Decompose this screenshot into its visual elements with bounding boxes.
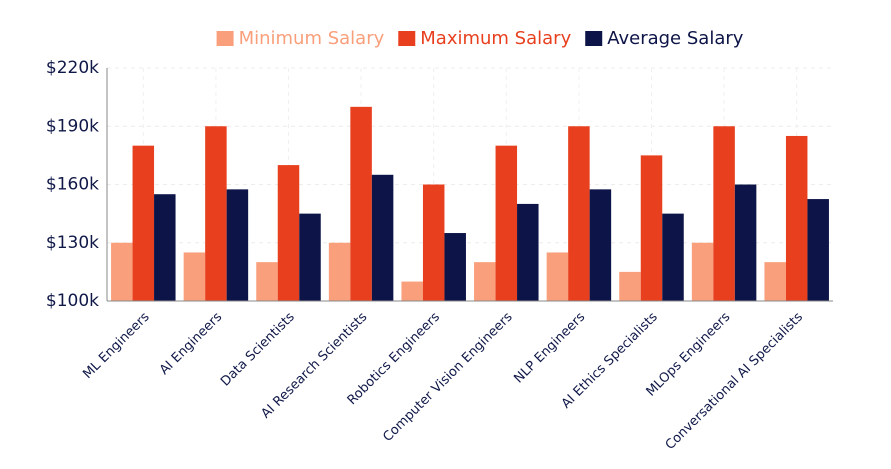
bar: [474, 262, 496, 301]
bar: [226, 189, 249, 301]
x-tick-label: Computer Vision Engineers: [380, 310, 515, 445]
bar: [183, 252, 206, 301]
legend-label: Minimum Salary: [239, 28, 385, 49]
x-tick-label: ML Engineers: [80, 310, 152, 382]
bar: [111, 242, 133, 301]
legend-swatch: [585, 31, 603, 46]
bar: [589, 189, 612, 301]
y-tick-label: $100k: [46, 291, 99, 311]
y-tick-label: $160k: [46, 175, 99, 195]
bar: [256, 262, 278, 301]
y-tick-label: $220k: [46, 58, 99, 78]
bar: [132, 145, 155, 301]
legend-label: Average Salary: [607, 28, 744, 49]
x-tick-label: AI Engineers: [157, 310, 225, 378]
bar: [517, 203, 539, 301]
y-tick-label: $130k: [46, 233, 99, 253]
bar: [546, 252, 569, 301]
bar: [299, 213, 321, 301]
bar: [785, 135, 808, 301]
y-tick-label: $190k: [46, 116, 99, 136]
x-tick-label: Data Scientists: [218, 310, 298, 390]
bar: [371, 174, 394, 301]
bar: [764, 262, 786, 301]
bar: [691, 242, 714, 301]
bar: [205, 126, 227, 301]
bar: [568, 126, 590, 301]
x-tick-label: NLP Engineers: [511, 310, 588, 387]
legend-label: Maximum Salary: [420, 28, 571, 49]
bar: [713, 126, 735, 301]
bar: [640, 155, 663, 301]
bar: [328, 242, 351, 301]
bar: [422, 184, 445, 301]
bar: [350, 106, 372, 301]
bar: [277, 165, 300, 301]
x-tick-label: Conversational AI Specialists: [663, 310, 806, 453]
bar: [807, 199, 829, 301]
bar: [619, 271, 641, 301]
bar: [444, 233, 466, 301]
legend-swatch: [216, 31, 234, 46]
bar: [401, 281, 423, 301]
bar: [154, 194, 176, 301]
bar: [495, 145, 518, 301]
bar: [734, 184, 757, 301]
legend-swatch: [398, 31, 416, 46]
bar: [662, 213, 684, 301]
